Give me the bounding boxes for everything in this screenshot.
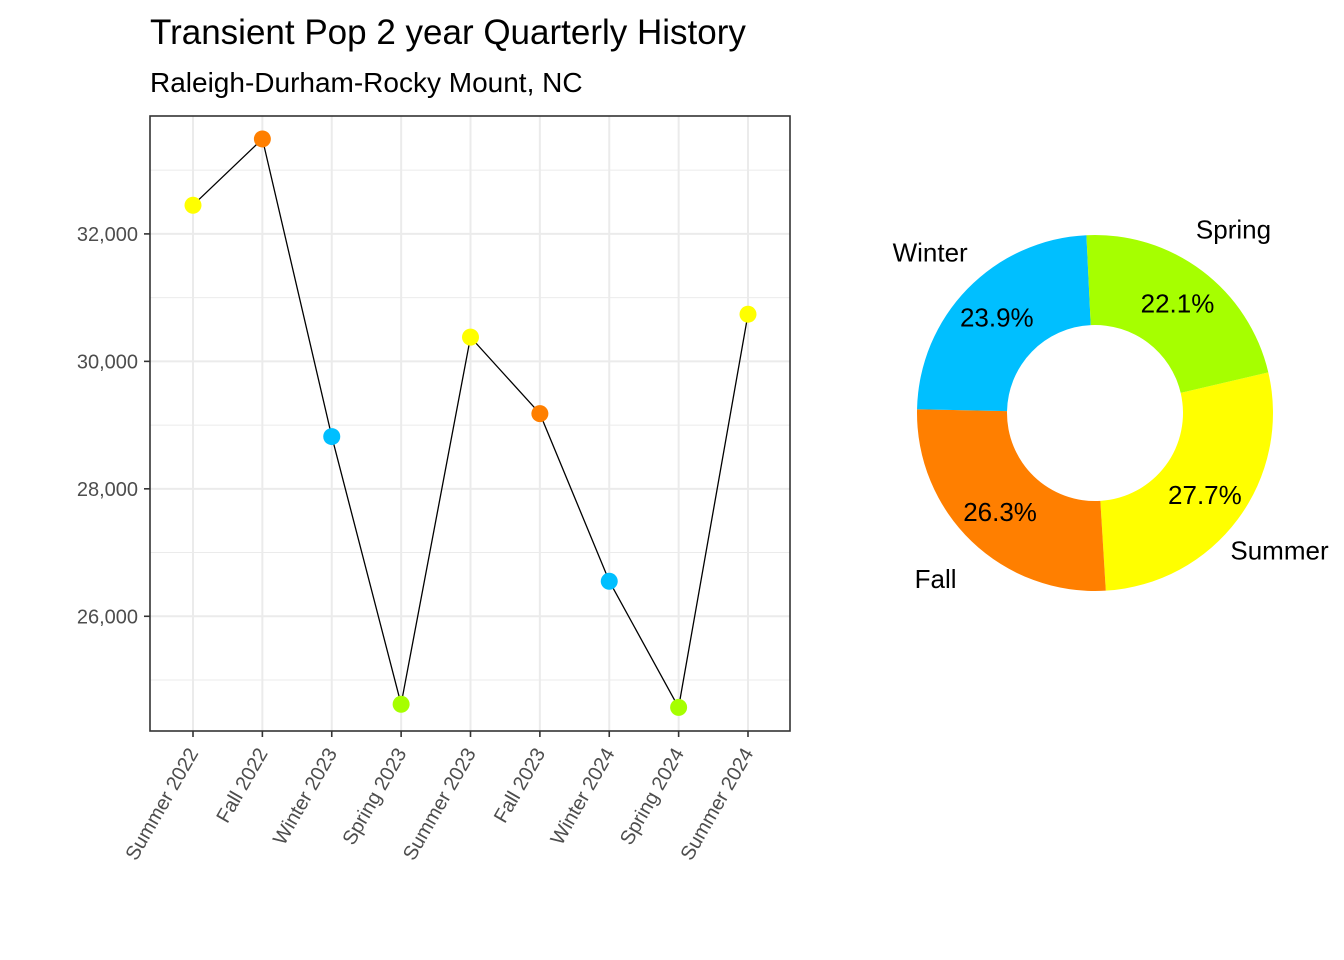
- y-axis: 26,000 28,000 30,000 32,000: [77, 224, 150, 628]
- data-point: [392, 695, 410, 713]
- x-tick-label: Spring 2024: [616, 745, 689, 849]
- donut-percent-label: 23.9%: [960, 302, 1034, 332]
- y-tick-label: 30,000: [77, 351, 138, 373]
- donut-segment-labels: Summer Fall Winter Spring: [893, 214, 1329, 593]
- x-tick-label: Summer 2022: [121, 745, 203, 865]
- donut-segment-label: Fall: [915, 564, 957, 594]
- x-tick-label: Spring 2023: [338, 745, 411, 849]
- donut-slices: [917, 235, 1273, 591]
- x-tick-label: Winter 2023: [269, 745, 342, 849]
- series-points: [184, 130, 757, 716]
- donut-percent-labels: 27.7% 26.3% 23.9% 22.1%: [960, 289, 1242, 527]
- data-point: [184, 196, 202, 214]
- donut-slice-summer: [1100, 372, 1273, 591]
- x-tick-label: Summer 2023: [399, 745, 481, 865]
- donut-slice-spring: [1086, 235, 1269, 393]
- donut-segment-label: Summer: [1230, 535, 1329, 565]
- donut-percent-label: 27.7%: [1168, 480, 1242, 510]
- data-point: [670, 698, 688, 716]
- y-tick-label: 32,000: [77, 224, 138, 246]
- chart-subtitle: Raleigh-Durham-Rocky Mount, NC: [150, 67, 583, 98]
- data-point: [739, 305, 757, 323]
- donut-slice-fall: [917, 409, 1106, 591]
- y-tick-label: 26,000: [77, 606, 138, 628]
- donut-slice-winter: [917, 235, 1091, 412]
- data-point: [323, 428, 341, 446]
- x-tick-label: Winter 2024: [547, 745, 620, 849]
- y-tick-label: 28,000: [77, 479, 138, 501]
- x-tick-label: Fall 2022: [213, 745, 273, 827]
- donut-chart: 27.7% 26.3% 23.9% 22.1% Summer Fall Winter Spr…: [893, 214, 1329, 593]
- x-tick-label: Fall 2023: [490, 745, 550, 827]
- data-point: [462, 328, 479, 346]
- donut-segment-label: Winter: [893, 238, 968, 268]
- donut-percent-label: 22.1%: [1141, 289, 1215, 319]
- x-tick-label: Summer 2024: [676, 745, 758, 865]
- major-gridlines: [150, 116, 790, 731]
- chart-title: Transient Pop 2 year Quarterly History: [150, 13, 746, 52]
- data-point: [253, 130, 271, 148]
- data-point: [531, 405, 549, 423]
- data-point: [600, 572, 618, 590]
- donut-segment-label: Spring: [1196, 214, 1271, 244]
- donut-percent-label: 26.3%: [963, 497, 1037, 527]
